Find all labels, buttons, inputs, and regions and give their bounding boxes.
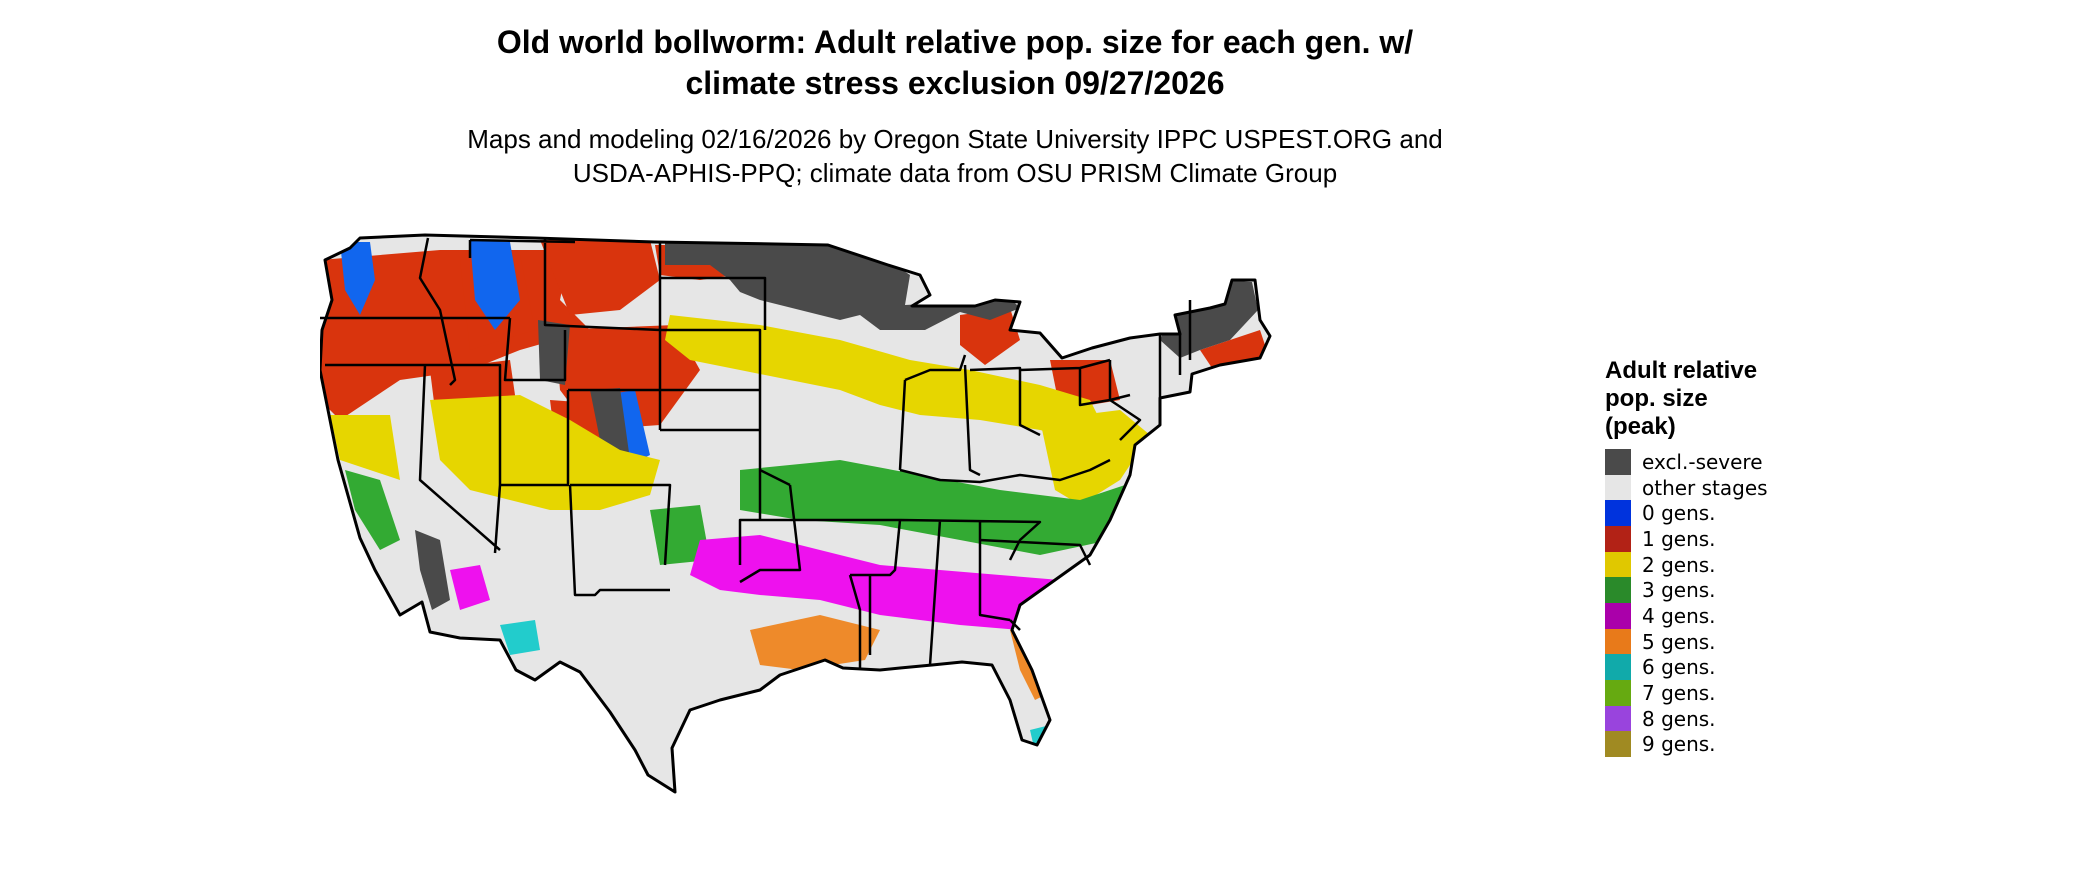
map-title-line-2: climate stress exclusion 09/27/2026: [685, 65, 1225, 101]
region-4gen-south: [690, 535, 1090, 630]
legend-item: 1 gens.: [1605, 525, 1905, 552]
state-borders: [320, 237, 1192, 668]
legend-label: 4 gens.: [1642, 603, 1716, 628]
legend-title: Adult relative pop. size (peak): [1605, 357, 1905, 441]
map-title-line-1: Old world bollworm: Adult relative pop. …: [496, 24, 1414, 60]
legend-swatch: [1605, 577, 1631, 604]
region-3gen-kansas-missouri: [740, 460, 1150, 555]
region-0gen-cascades: [340, 242, 375, 315]
legend-item: 3 gens.: [1605, 577, 1905, 604]
map-subtitle: Maps and modeling 02/16/2026 by Oregon S…: [0, 122, 1910, 190]
legend-label: 0 gens.: [1642, 501, 1716, 526]
legend-label: 8 gens.: [1642, 706, 1716, 731]
legend-items: excl.-severe other stages 0 gens. 1 gens. 2 …: [1605, 448, 1905, 758]
legend-label: other stages: [1642, 475, 1768, 500]
region-excl-colorado: [590, 388, 630, 465]
region-0gen-idaho-mtns: [470, 240, 520, 330]
legend-swatch: [1605, 705, 1631, 732]
legend-item: other stages: [1605, 474, 1905, 501]
map-title: Old world bollworm: Adult relative pop. …: [0, 22, 1910, 104]
legend-swatch: [1605, 731, 1631, 758]
legend-title-line-3: (peak): [1605, 413, 1676, 440]
legend-swatch: [1605, 680, 1631, 707]
region-2gen-california: [330, 415, 400, 480]
us-outline: [320, 233, 1272, 794]
legend-label: 3 gens.: [1642, 578, 1716, 603]
region-5gen-gulf: [750, 615, 880, 670]
region-1gen-michigan: [960, 308, 1020, 365]
map-subtitle-line-1: Maps and modeling 02/16/2026 by Oregon S…: [467, 124, 1443, 154]
legend-swatch: [1605, 654, 1631, 681]
legend-title-line-2: pop. size: [1605, 385, 1708, 412]
legend-item: 7 gens.: [1605, 680, 1905, 707]
legend-swatch: [1605, 602, 1631, 629]
legend-label: 2 gens.: [1642, 552, 1716, 577]
map-subtitle-line-2: USDA-APHIS-PPQ; climate data from OSU PR…: [572, 158, 1338, 188]
region-6gen-south-texas: [790, 760, 840, 792]
legend-item: 6 gens.: [1605, 654, 1905, 681]
legend-item: 2 gens.: [1605, 551, 1905, 578]
legend-title-line-1: Adult relative: [1605, 357, 1758, 384]
legend-item: 5 gens.: [1605, 628, 1905, 655]
region-4gen-sw: [450, 565, 490, 610]
legend-swatch: [1605, 525, 1631, 552]
legend-swatch: [1605, 448, 1631, 475]
region-6gen-arizona: [500, 620, 540, 655]
legend-label: 7 gens.: [1642, 681, 1716, 706]
region-2gen-utah-colorado: [430, 395, 660, 510]
legend-label: excl.-severe: [1642, 449, 1763, 474]
legend-swatch: [1605, 500, 1631, 527]
legend-label: 9 gens.: [1642, 732, 1716, 757]
legend-label: 5 gens.: [1642, 629, 1716, 654]
legend-item: 8 gens.: [1605, 705, 1905, 732]
region-1gen-montana: [540, 240, 660, 315]
legend-item: excl.-severe: [1605, 448, 1905, 475]
us-map: [320, 220, 1590, 890]
map-borders: [320, 233, 1272, 794]
region-2gen-nebraska-iowa: [665, 315, 1100, 440]
legend-item: 4 gens.: [1605, 602, 1905, 629]
legend: Adult relative pop. size (peak) excl.-se…: [1605, 357, 1905, 758]
legend-label: 6 gens.: [1642, 655, 1716, 680]
legend-swatch: [1605, 628, 1631, 655]
legend-label: 1 gens.: [1642, 526, 1716, 551]
region-excl-new-england: [1160, 280, 1258, 358]
region-excl-nevada: [415, 530, 450, 610]
region-3gen-california: [345, 470, 400, 550]
legend-item: 9 gens.: [1605, 731, 1905, 758]
legend-swatch: [1605, 551, 1631, 578]
us-map-svg: [320, 233, 1272, 794]
legend-swatch: [1605, 474, 1631, 501]
region-2gen-appalachia: [1040, 410, 1150, 505]
region-excl-wyoming: [538, 320, 570, 385]
legend-item: 0 gens.: [1605, 500, 1905, 527]
